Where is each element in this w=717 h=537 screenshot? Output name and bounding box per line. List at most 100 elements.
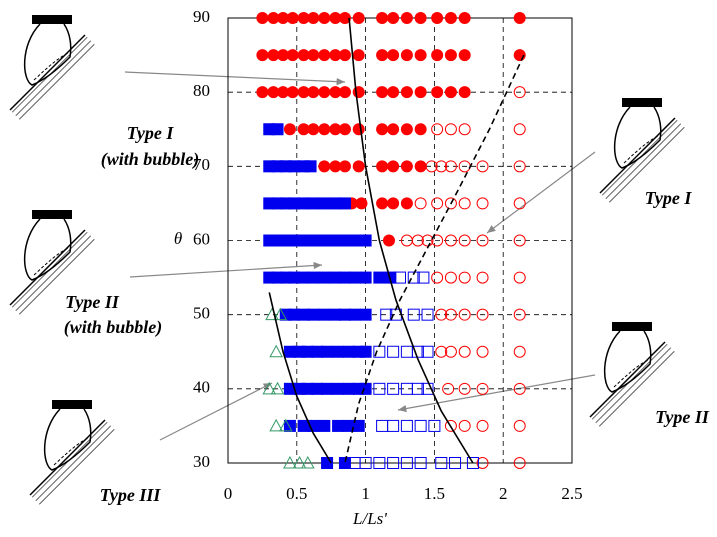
point [400, 12, 413, 24]
arrow [486, 151, 596, 234]
point [376, 86, 389, 99]
point [338, 123, 351, 136]
point [435, 160, 448, 173]
point [300, 455, 315, 469]
point [400, 86, 413, 99]
point [400, 234, 413, 247]
point [414, 12, 427, 24]
arrow [124, 71, 346, 86]
point [348, 234, 361, 247]
point [332, 382, 345, 395]
point [376, 197, 389, 210]
x-tick-label: 1.5 [424, 484, 445, 503]
point [476, 160, 489, 173]
point [444, 160, 457, 173]
point [318, 86, 331, 99]
x-tick-label: 0 [224, 484, 233, 503]
point [435, 308, 448, 321]
point [286, 49, 299, 62]
point [352, 419, 365, 432]
point [513, 382, 526, 395]
point [307, 12, 320, 24]
point [458, 234, 471, 247]
point [304, 160, 317, 173]
point [338, 457, 351, 469]
point [449, 457, 462, 469]
point [321, 382, 334, 395]
point [444, 234, 457, 247]
point [444, 197, 457, 210]
point [444, 12, 457, 24]
point [348, 308, 361, 321]
point [513, 160, 526, 173]
point [387, 160, 400, 173]
point [476, 382, 489, 395]
point [307, 123, 320, 136]
point [321, 345, 334, 358]
point [458, 382, 471, 395]
y-tick-label: 80 [193, 81, 210, 100]
point [307, 86, 320, 99]
point [458, 271, 471, 284]
point [256, 12, 269, 24]
point [338, 86, 351, 99]
point [431, 197, 444, 210]
point [414, 123, 427, 136]
point [273, 307, 288, 321]
point [421, 234, 434, 247]
point [318, 160, 331, 173]
point [256, 86, 269, 99]
point [307, 49, 320, 62]
point [513, 345, 526, 358]
y-tick-label: 40 [193, 378, 210, 397]
point [513, 419, 526, 432]
point [417, 271, 430, 284]
point [400, 345, 413, 358]
point [318, 308, 331, 321]
point [387, 49, 400, 62]
point [400, 160, 413, 173]
annotation: Type II [655, 407, 710, 427]
point [318, 419, 331, 432]
point [359, 345, 372, 358]
point [428, 419, 441, 432]
y-tick-label: 30 [193, 452, 210, 471]
point [352, 49, 365, 62]
point [414, 197, 427, 210]
point [359, 271, 372, 284]
point [318, 123, 331, 136]
point [332, 419, 345, 432]
point [270, 381, 285, 395]
point [444, 345, 457, 358]
point [400, 382, 413, 395]
point [458, 123, 471, 136]
point [380, 308, 393, 321]
point [421, 308, 434, 321]
point [431, 271, 444, 284]
arrows [124, 71, 596, 441]
point [411, 382, 424, 395]
point [318, 197, 331, 210]
point [421, 382, 434, 395]
point [387, 457, 400, 469]
point [348, 271, 361, 284]
point [513, 234, 526, 247]
point [458, 49, 471, 62]
point [332, 345, 345, 358]
point [307, 271, 320, 284]
point [458, 86, 471, 99]
annotation: (with bubble) [101, 149, 200, 170]
point [458, 345, 471, 358]
point [431, 49, 444, 62]
plot-frame [227, 17, 573, 464]
point [414, 457, 427, 469]
point [307, 197, 320, 210]
point [513, 123, 526, 136]
point [400, 457, 413, 469]
icon-type-i-bubble [9, 14, 96, 121]
point [431, 234, 444, 247]
point [425, 160, 438, 173]
point [338, 49, 351, 62]
point [338, 12, 351, 24]
y-tick-label: 50 [193, 304, 210, 323]
